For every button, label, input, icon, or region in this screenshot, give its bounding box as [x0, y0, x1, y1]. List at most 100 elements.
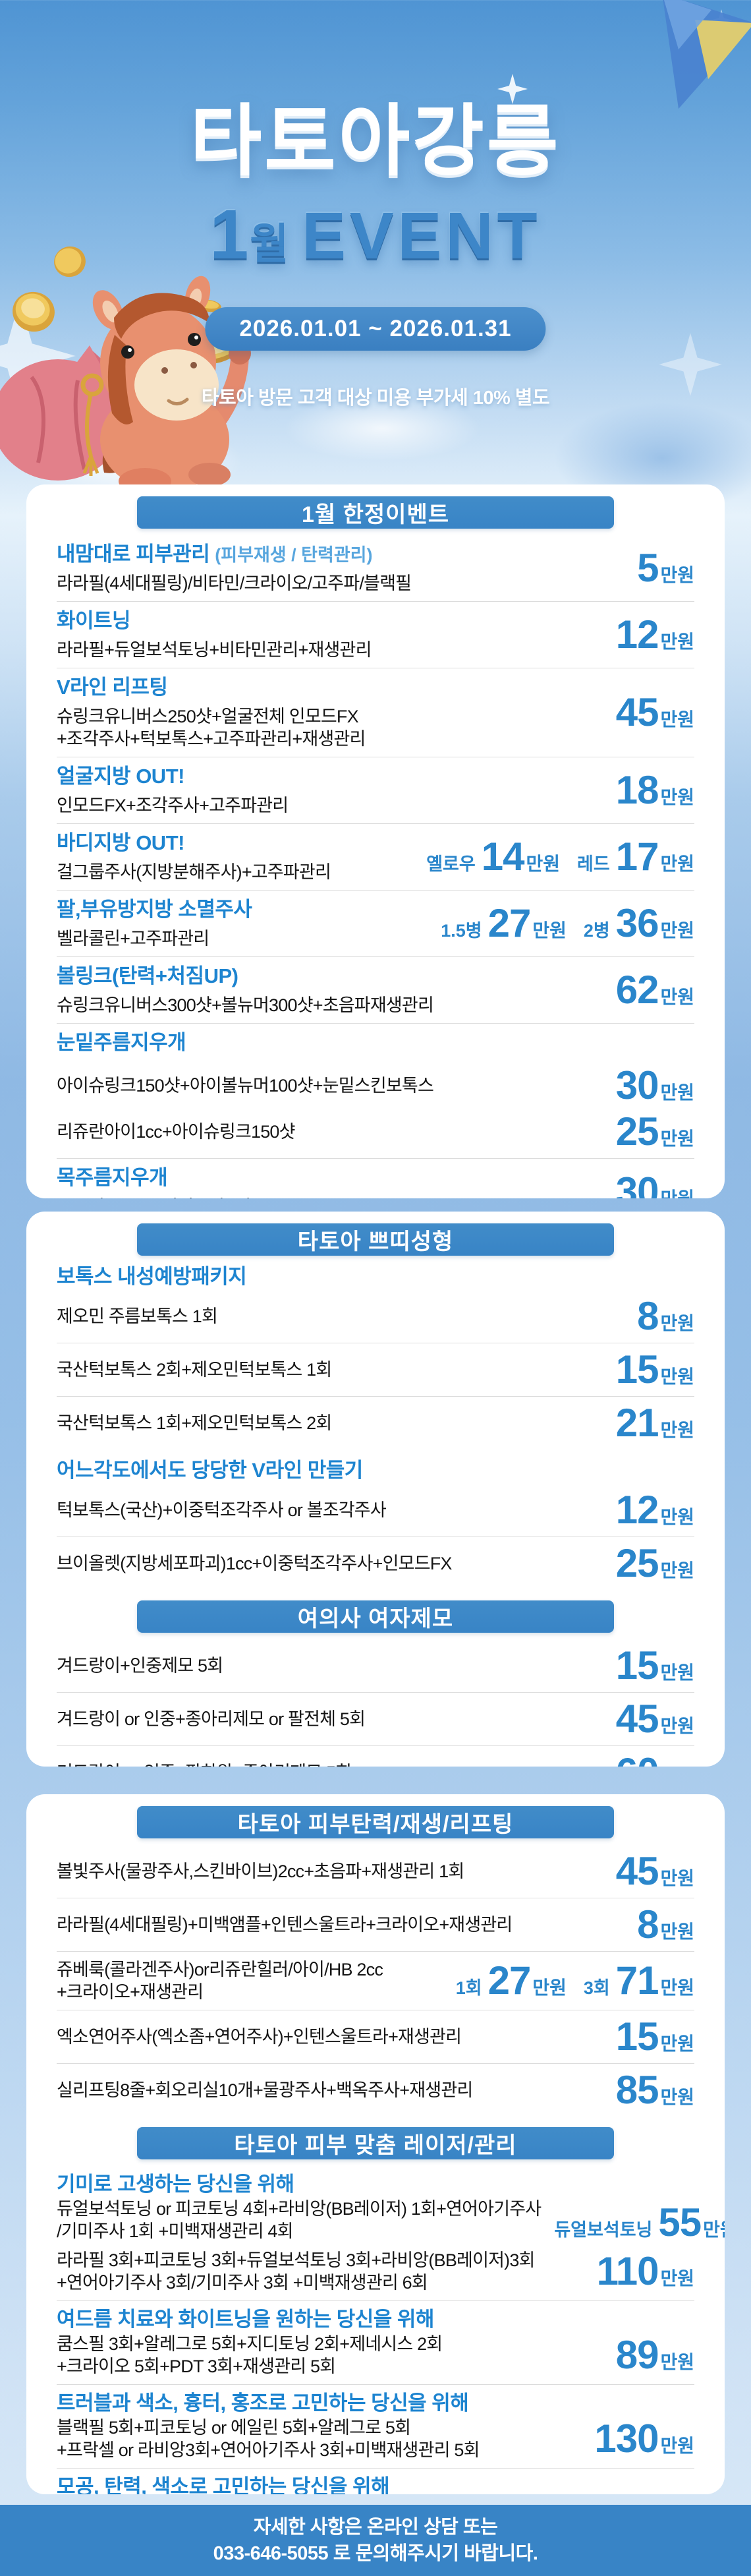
- laser-group: 기미로 고생하는 당신을 위해 듀얼보석토닝 or 피코토닝 4회+라비앙(BB…: [57, 2166, 725, 2300]
- treatment-desc: 라라필(4세대필링)/비타민/크라이오/고주파/블랙필: [57, 573, 412, 593]
- paper-plane-icon: [663, 0, 751, 109]
- treatment-desc: +조각주사+턱보톡스+고주파관리+재생관리: [57, 729, 366, 749]
- price-option-label: 듀얼보석토닝: [554, 2220, 653, 2240]
- price-row: 라라필 3회+피코토닝 3회+듀얼보석토닝 3회+라비앙(BB레이저)3회 +연…: [57, 2249, 694, 2294]
- treatment-desc: 라라필 3회+피코토닝 3회+듀얼보석토닝 3회+라비앙(BB레이저)3회: [57, 2250, 535, 2270]
- price: 21 만원: [615, 1401, 694, 1445]
- treatment-desc: 겨드랑이+인중제모 5회: [57, 1656, 223, 1676]
- treatment-title: V라인 리프팅: [57, 676, 168, 699]
- poster-subtitle: 1월 EVENT: [0, 195, 751, 275]
- price-row: 국산턱보톡스 1회+제오민턱보톡스 2회 21 만원: [57, 1397, 694, 1449]
- price: 15 만원: [615, 1643, 694, 1687]
- price: 8 만원: [637, 1902, 694, 1947]
- treatment-title: 눈밑주름지우개: [57, 1031, 186, 1054]
- coin-icon: [13, 291, 55, 332]
- price-row: 겨드랑이+인중제모 5회 15 만원: [57, 1639, 694, 1692]
- treatment-desc: +연어아기주사 3회/기미주사 3회 +미백재생관리 6회: [57, 2273, 428, 2293]
- treatment-desc: +프락셀 or 라비앙3회+연어아기주사 3회+미백재생관리 5회: [57, 2440, 480, 2460]
- group-heading: 여드름 치료와 화이트닝을 원하는 당신을 위해: [57, 2308, 434, 2331]
- treatment-desc: 슈링크유니버스300샷+볼뉴머300샷+초음파재생관리: [57, 995, 434, 1015]
- price-row: 겨드랑이 or 인중+팔하완+종아리제모 5회 60만원: [57, 1746, 694, 1767]
- petit-surgery-card: 타토아 쁘띠성형 보톡스 내성예방패키지 제오민 주름보톡스 1회 8 만원 국산…: [26, 1212, 725, 1767]
- card-subheader-bar: 여의사 여자제모: [137, 1600, 614, 1633]
- contact-footer: 자세한 사항은 온라인 상담 또는 033-646-5055 로 문의해주시기 …: [0, 2505, 751, 2576]
- divider: [57, 890, 694, 891]
- price: 45 만원: [615, 690, 694, 734]
- price-dual: 옐로우 14 만원 레드 17 만원: [426, 834, 694, 879]
- divider: [57, 2300, 694, 2301]
- price-option-label: 레드: [577, 854, 610, 874]
- month-number: 1: [209, 196, 250, 274]
- price-row: 볼빛주사(물광주사,스킨바이브)2cc+초음파+재생관리 1회 45 만원: [57, 1845, 694, 1898]
- treatment-desc: 국산턱보톡스 1회+제오민턱보톡스 2회: [57, 1413, 332, 1433]
- divider: [57, 1745, 694, 1746]
- price-row: 엑소연어주사(엑소좀+연어주사)+인텐스울트라+재생관리 15 만원: [57, 2010, 694, 2063]
- phone-number: 033-646-5055: [213, 2543, 329, 2564]
- treatment-desc: 라라필(4세대필링)+미백앰플+인텐스울트라+크라이오+재생관리: [57, 1915, 513, 1935]
- divider: [57, 1396, 694, 1397]
- price: 85 만원: [615, 2068, 694, 2112]
- price-option-label: 옐로우: [426, 854, 476, 874]
- price-row: 국산턱보톡스 2회+제오민턱보톡스 1회 15 만원: [57, 1343, 694, 1396]
- card-header-bar: 타토아 피부탄력/재생/리프팅: [137, 1806, 614, 1838]
- cloud-decoration: [283, 395, 481, 461]
- treatment-desc: 국산턱보톡스 2회+제오민턱보톡스 1회: [57, 1360, 332, 1380]
- price-row: 턱보톡스(국산)+이중턱조각주사 or 볼조각주사 12 만원: [57, 1484, 694, 1537]
- price-row: 쿰스필 3회+알레그로 5회+지디토닝 2회+제네시스 2회 +크라이오 5회+…: [57, 2333, 694, 2378]
- price-row: 듀얼보석토닝 or 피코토닝 4회+라비앙(BB레이저) 1회+연어아기주사 /…: [57, 2198, 725, 2242]
- price: 5 만원: [637, 546, 694, 590]
- price-row: V라인 리프팅 슈링크유니버스250샷+얼굴전체 인모드FX +조각주사+턱보톡…: [57, 668, 694, 757]
- treatment-title: 바디지방 OUT!: [57, 831, 184, 854]
- price-row: 제오민 주름보톡스 1회 8 만원: [57, 1290, 694, 1343]
- treatment-desc: 쿰스필 3회+알레그로 5회+지디토닝 2회+제네시스 2회: [57, 2334, 443, 2354]
- divider: [57, 601, 694, 602]
- price-option-label: 1회: [455, 1978, 482, 1998]
- price: 62 만원: [615, 968, 694, 1012]
- laser-group: 모공, 탄력, 색소로 고민하는 당신을 위해 쿼드세이(DEEPLUS+WAV…: [57, 2469, 694, 2494]
- price: 8 만원: [637, 1294, 694, 1338]
- price: 18 만원: [615, 768, 694, 812]
- treatment-desc: 인모드FX+조각주사+고주파관리: [57, 796, 289, 815]
- treatment-desc: 슈링크유니버스250샷+얼굴전체 인모드FX: [57, 707, 359, 726]
- price-option-label: 3회: [583, 1978, 610, 1998]
- price-row: 화이트닝 라라필+듀얼보석토닝+비타민관리+재생관리 12 만원: [57, 602, 694, 668]
- price: 60만원: [616, 1753, 694, 1767]
- treatment-desc: 리쥬란아이1cc+아이슈링크150샷: [57, 1122, 295, 1142]
- january-event-card: 1월 한정이벤트 내맘대로 피부관리 (피부재생 / 탄력관리) 라라필(4세대필…: [26, 484, 725, 1198]
- price-row-group: 눈밑주름지우개 아이슈링크150샷+아이볼뉴머100샷+눈밑스킨보톡스 30 만원…: [57, 1024, 694, 1158]
- poster-title: 타토아강릉: [190, 98, 561, 185]
- divider: [57, 1692, 694, 1693]
- price-row: 라라필(4세대필링)+미백앰플+인텐스울트라+크라이오+재생관리 8 만원: [57, 1898, 694, 1951]
- treatment-title: 내맘대로 피부관리: [57, 542, 210, 566]
- treatment-desc: 블랙필 5회+피코토닝 or 에일린 5회+알레그로 5회: [57, 2418, 411, 2438]
- treatment-desc: 쥬베룩(콜라겐주사)or리쥬란힐러/아이/HB 2cc: [57, 1960, 383, 1979]
- price-row: 팔,부유방지방 소멸주사 벨라콜린+고주파관리 1.5병 27 만원 2병 36 만원: [57, 891, 694, 956]
- price-dual: 1.5병 27 만원 2병 36 만원: [441, 901, 694, 945]
- section-heading: 보톡스 내성예방패키지: [57, 1265, 247, 1288]
- treatment-title: 볼링크(탄력+처짐UP): [57, 964, 238, 987]
- divider: [57, 1158, 694, 1159]
- price-row: 블랙필 5회+피코토닝 or 에일린 5회+알레그로 5회 +프락셀 or 라비…: [57, 2416, 694, 2461]
- treatment-title: 목주름지우개: [57, 1166, 168, 1189]
- horse-mascot-illustration: [0, 276, 251, 490]
- price: 12 만원: [615, 612, 694, 657]
- card-header-bar: 타토아 쁘띠성형: [137, 1223, 614, 1256]
- treatment-desc: 아이슈링크150샷+아이볼뉴머100샷+눈밑스킨보톡스: [57, 1076, 434, 1096]
- contact-line2-rest: 로 문의해주시기 바랍니다.: [333, 2543, 538, 2564]
- divider: [57, 2063, 694, 2064]
- price-row: 실리프팅8줄+회오리실10개+물광주사+백옥주사+재생관리 85 만원: [57, 2064, 694, 2117]
- price-row: 내맘대로 피부관리 (피부재생 / 탄력관리) 라라필(4세대필링)/비타민/크라…: [57, 535, 694, 601]
- price-row: 쥬베룩(콜라겐주사)or리쥬란힐러/아이/HB 2cc +크라이오+재생관리 1…: [57, 1952, 694, 2010]
- treatment-desc: 실리프팅8줄+회오리실10개+물광주사+백옥주사+재생관리: [57, 2080, 473, 2100]
- treatment-desc: /기미주사 1회 +미백재생관리 4회: [57, 2221, 293, 2241]
- price: 89 만원: [615, 2333, 694, 2377]
- laser-group: 트러블과 색소, 흉터, 홍조로 고민하는 당신을 위해 블랙필 5회+피코토닝…: [57, 2385, 694, 2468]
- price-subrow: 아이슈링크150샷+아이볼뉴머100샷+눈밑스킨보톡스 30 만원: [57, 1066, 694, 1105]
- price-dual: 듀얼보석토닝55만원 피코토닝60만원: [554, 2200, 725, 2244]
- price-subrow: 리쥬란아이1cc+아이슈링크150샷 25 만원: [57, 1112, 694, 1152]
- price-row: 브이올렛(지방세포파괴)1cc+이중턱조각주사+인모드FX 25 만원: [57, 1537, 694, 1590]
- price: 25 만원: [615, 1541, 694, 1585]
- divider: [57, 1023, 694, 1024]
- coin-icon: [54, 246, 86, 278]
